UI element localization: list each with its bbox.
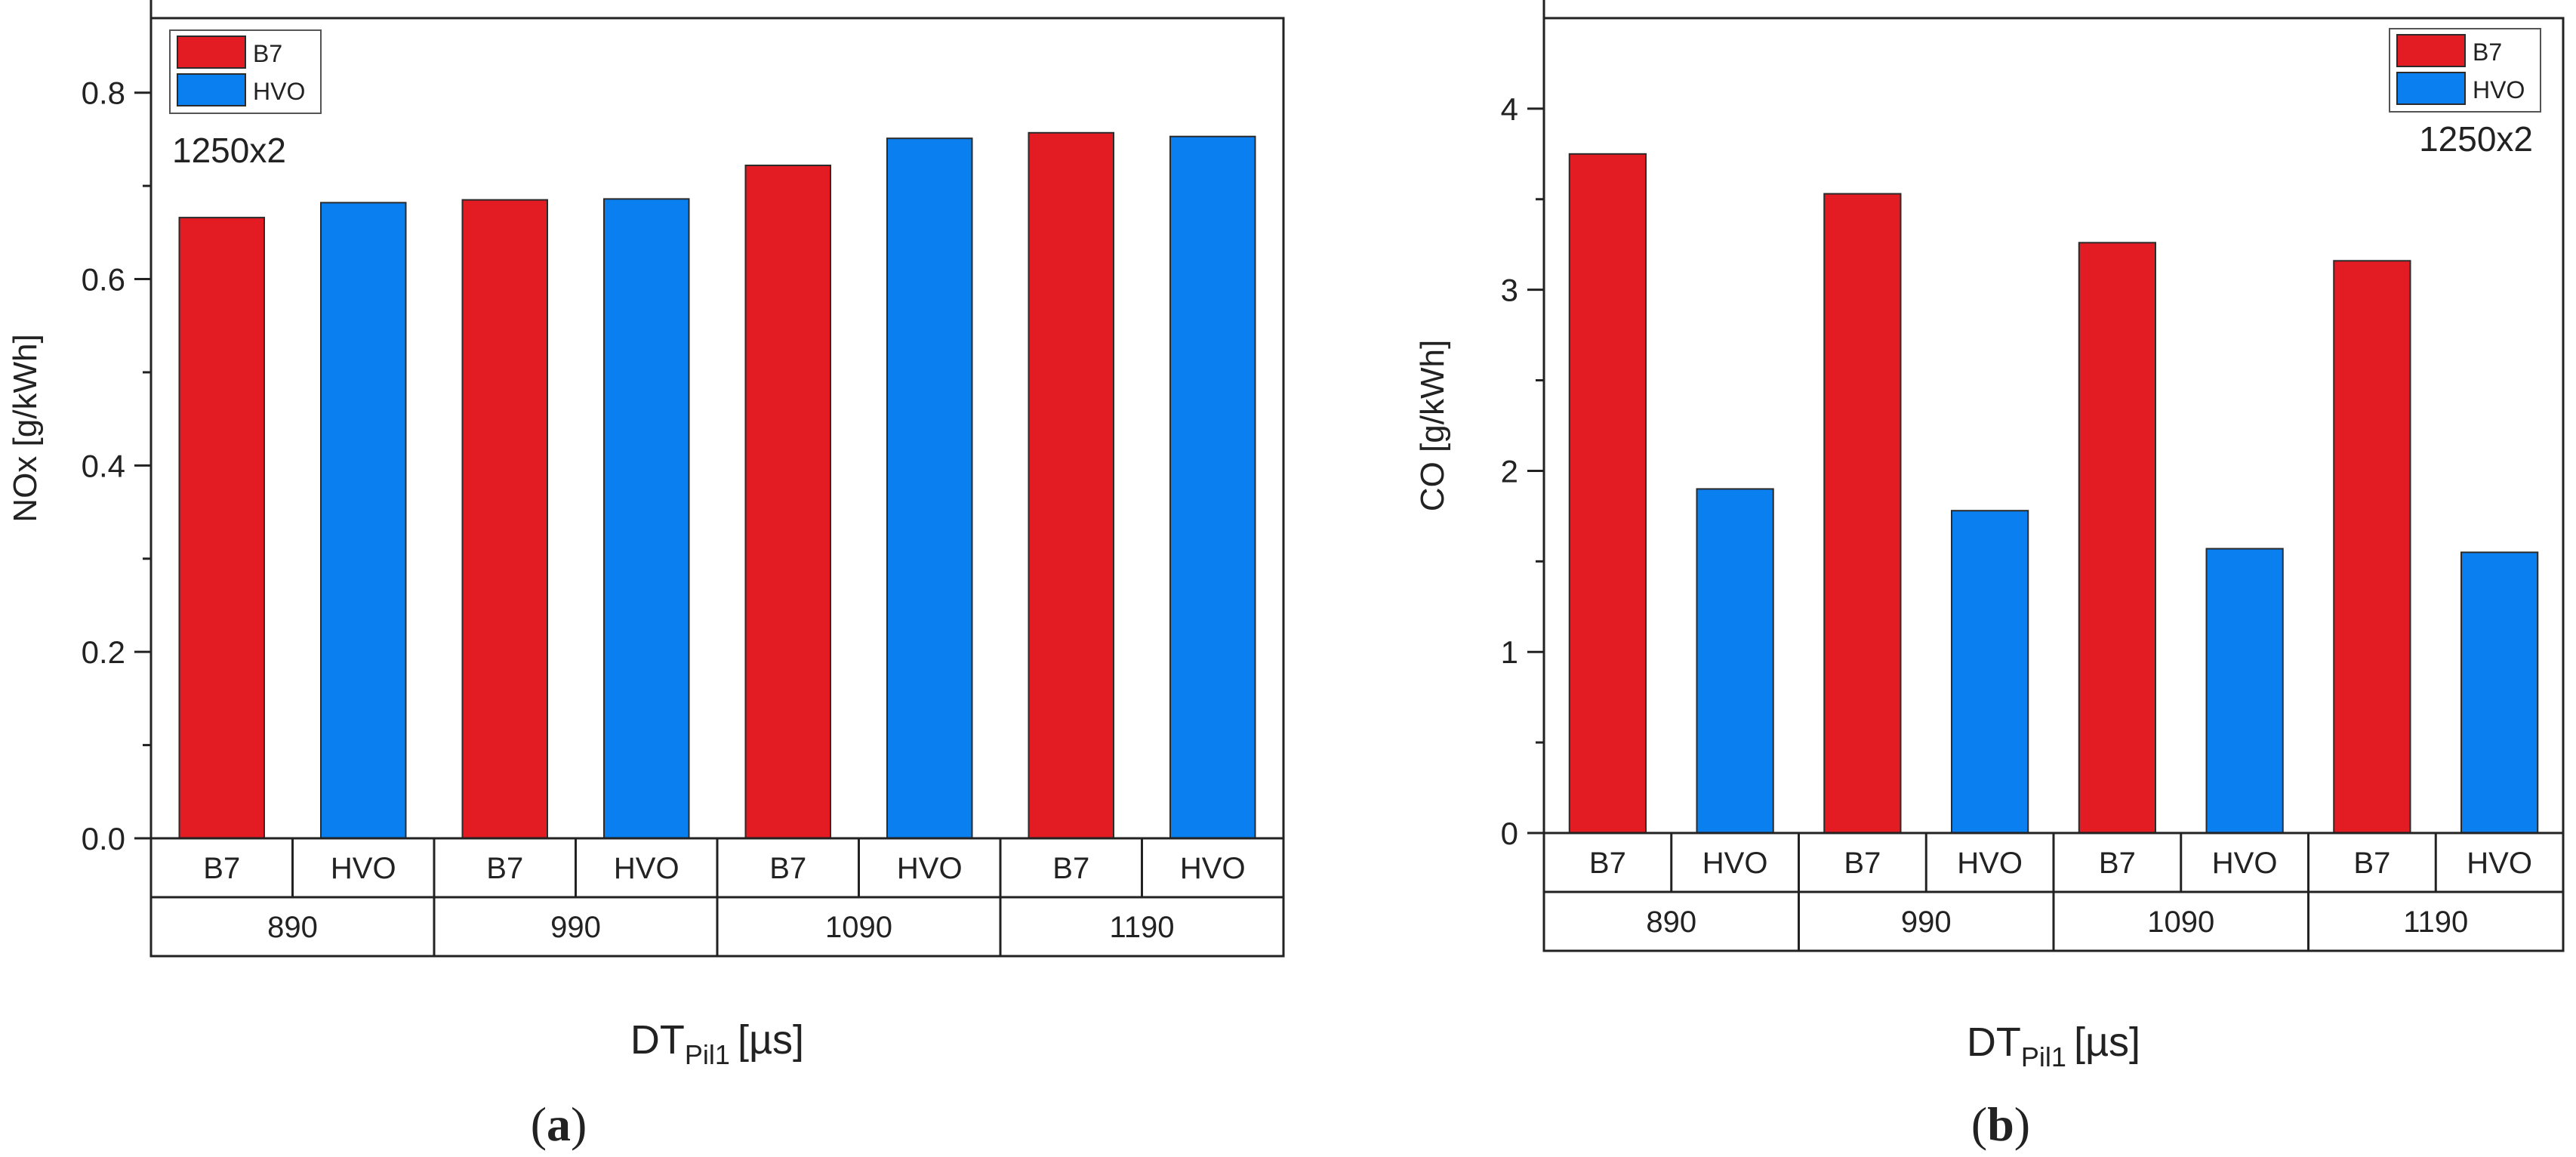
bar-label-b7: B7 [203,852,240,885]
legend-swatch-hvo [177,73,246,106]
bar-label-b7: B7 [2353,847,2390,880]
y-tick-label: 0.2 [82,634,125,670]
bar-label-b7: B7 [1052,852,1089,885]
bar-hvo-990 [603,198,690,839]
panel-label: (b) [1971,1097,2030,1151]
y-axis-label: CO [g/kWh] [1414,340,1451,511]
panel-paren-close: ) [2014,1097,2030,1151]
bar-b7-1090 [2078,242,2156,834]
bar-label-b7: B7 [486,852,523,885]
group-label: 890 [267,911,318,944]
bar-label-hvo: HVO [1180,852,1246,885]
group-label: 1090 [2147,906,2214,939]
legend-swatch-b7 [2396,34,2466,67]
bar-hvo-990 [1951,510,2029,834]
bar-label-hvo: HVO [1957,847,2023,880]
x-axis-label-main: DT [1967,1020,2021,1065]
bar-b7-890 [178,217,265,839]
x-axis-label-sub: Pil1 [2021,1041,2066,1072]
bar-b7-990 [1823,193,1902,834]
bar-label-hvo: HVO [2212,847,2278,880]
x-axis-label: DTPil1 [µs] [630,1017,804,1070]
bar-hvo-1190 [2460,551,2539,834]
x-axis-label: DTPil1 [µs] [1967,1020,2140,1072]
y-tick-label: 3 [1501,273,1518,308]
group-label: 990 [550,911,601,944]
y-tick-label: 0.4 [82,448,125,483]
legend-swatch-b7 [177,35,246,69]
bar-b7-990 [461,199,548,840]
legend-label-b7: B7 [253,40,282,67]
annotation: 1250x2 [2419,119,2533,159]
panel-letter: b [1987,1097,2014,1151]
x-axis-label-main: DT [630,1017,685,1063]
bar-b7-1090 [744,164,831,839]
panel-paren-open: ( [531,1097,547,1151]
legend-swatch-hvo [2396,72,2466,105]
bar-hvo-1190 [1169,135,1256,839]
panel-label: (a) [531,1097,587,1151]
bar-b7-890 [1568,153,1647,835]
x-axis-label-sub: Pil1 [685,1039,730,1070]
bar-label-hvo: HVO [897,852,963,885]
group-label: 1190 [2403,906,2468,939]
bar-b7-1190 [2333,260,2411,834]
legend-label-b7: B7 [2473,39,2502,66]
group-label: 990 [1901,906,1952,939]
panel-paren-open: ( [1971,1097,1987,1151]
bar-b7-1190 [1028,131,1114,840]
bar-label-hvo: HVO [331,852,396,885]
y-tick-label: 4 [1501,91,1518,127]
bar-label-b7: B7 [1844,847,1881,880]
bar-label-hvo: HVO [2467,847,2532,880]
bar-label-b7: B7 [2099,847,2136,880]
group-label: 890 [1646,906,1696,939]
group-label: 1090 [825,911,892,944]
bar-hvo-890 [320,202,407,840]
bar-label-b7: B7 [769,852,806,885]
y-tick-label: 1 [1501,634,1518,670]
bar-hvo-1090 [2205,548,2284,834]
bar-label-hvo: HVO [1702,847,1768,880]
y-tick-label: 0.8 [82,76,125,111]
bar-hvo-890 [1696,488,1774,835]
panel-letter: a [547,1097,571,1151]
legend-label-hvo: HVO [253,78,305,105]
bar-label-b7: B7 [1589,847,1626,880]
bar-label-hvo: HVO [614,852,679,885]
annotation: 1250x2 [172,131,286,170]
y-tick-label: 0.0 [82,821,125,856]
bar-hvo-1090 [886,137,973,839]
y-tick-label: 0 [1501,816,1518,851]
x-axis-label-unit: [µs] [738,1017,804,1063]
y-tick-label: 2 [1501,453,1518,489]
x-axis-label-unit: [µs] [2074,1020,2140,1065]
y-axis-label: NOx [g/kWh] [7,334,44,522]
y-tick-label: 0.6 [82,262,125,298]
group-label: 1190 [1109,911,1174,944]
legend-label-hvo: HVO [2473,76,2525,103]
panel-paren-close: ) [571,1097,587,1151]
